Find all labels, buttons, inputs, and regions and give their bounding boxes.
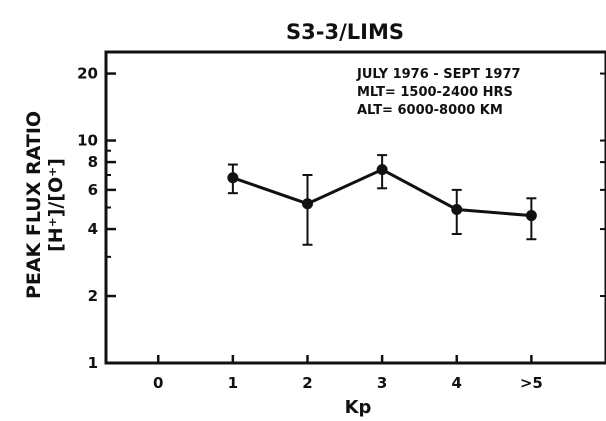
y-axis-label-line1: PEAK FLUX RATIO bbox=[23, 111, 45, 299]
y-tick-label: 6 bbox=[88, 181, 98, 199]
x-tick-label: 4 bbox=[452, 374, 462, 392]
y-tick-label: 1 bbox=[88, 354, 98, 372]
x-tick-label: 1 bbox=[228, 374, 238, 392]
data-point bbox=[301, 198, 313, 210]
y-tick-label: 4 bbox=[88, 220, 98, 238]
data-point bbox=[525, 210, 537, 222]
annotation-mlt: MLT= 1500-2400 HRS bbox=[357, 85, 513, 100]
y-tick-label: 20 bbox=[77, 65, 98, 83]
y-axis-ticks: 1 2 4 6 8 10 20 bbox=[77, 65, 606, 372]
y-axis-label: PEAK FLUX RATIO [H⁺]/[O⁺] bbox=[23, 111, 67, 299]
annotation-date-range: JULY 1976 - SEPT 1977 bbox=[356, 67, 521, 82]
y-tick-label: 8 bbox=[88, 153, 98, 171]
x-tick-label: 2 bbox=[302, 374, 312, 392]
y-tick-label: 2 bbox=[88, 287, 98, 305]
x-tick-label: 0 bbox=[153, 374, 163, 392]
x-tick-label: >5 bbox=[520, 374, 543, 392]
series-layer bbox=[227, 154, 537, 246]
data-point bbox=[227, 172, 239, 184]
annotation-alt: ALT= 6000-8000 KM bbox=[357, 103, 503, 118]
data-point bbox=[376, 164, 388, 176]
chart-title: S3-3/LIMS bbox=[286, 20, 404, 44]
y-axis-label-line2: [H⁺]/[O⁺] bbox=[45, 158, 67, 252]
data-point bbox=[451, 203, 463, 215]
x-axis-label: Kp bbox=[345, 397, 372, 418]
x-axis-ticks: 0 1 2 3 4 >5 bbox=[153, 355, 543, 392]
y-tick-label: 10 bbox=[77, 132, 98, 150]
x-tick-label: 3 bbox=[377, 374, 387, 392]
